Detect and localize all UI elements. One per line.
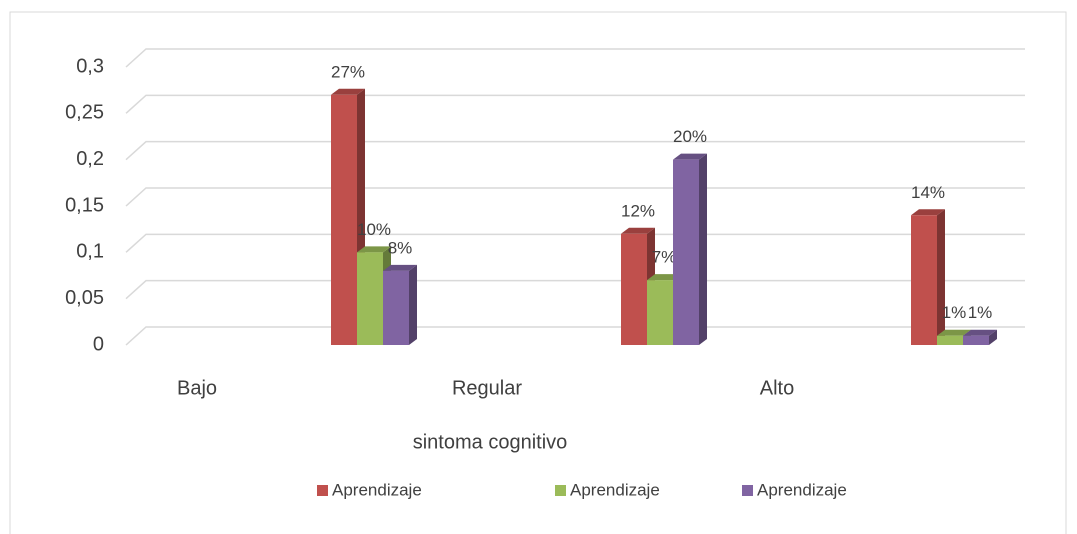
bar-side bbox=[699, 153, 707, 345]
y-tick-label: 0 bbox=[93, 333, 104, 355]
grid-line bbox=[125, 326, 1025, 346]
data-label: 7% bbox=[652, 248, 677, 267]
legend-label: Aprendizaje bbox=[570, 480, 660, 499]
y-tick-label: 0,15 bbox=[65, 194, 104, 216]
y-tick-label: 0,3 bbox=[76, 55, 104, 77]
legend-swatch bbox=[555, 485, 566, 496]
bar-top bbox=[357, 246, 391, 253]
bar bbox=[621, 233, 647, 345]
data-label: 14% bbox=[911, 183, 945, 202]
grid-line bbox=[125, 48, 1025, 68]
grid-line bbox=[125, 94, 1025, 114]
bar-top bbox=[383, 264, 417, 271]
bar bbox=[911, 215, 937, 345]
data-label: 8% bbox=[388, 238, 413, 257]
legend-label: Aprendizaje bbox=[757, 480, 847, 499]
bar bbox=[331, 94, 357, 345]
bar bbox=[673, 159, 699, 345]
y-tick-label: 0,05 bbox=[65, 287, 104, 309]
y-tick-label: 0,25 bbox=[65, 102, 104, 124]
bar-top bbox=[673, 153, 707, 160]
bar-top bbox=[911, 209, 945, 216]
bar-side bbox=[409, 264, 417, 345]
data-label: 10% bbox=[357, 220, 391, 239]
grid-line bbox=[125, 187, 1025, 207]
x-tick-label: Regular bbox=[452, 377, 522, 399]
bar bbox=[357, 252, 383, 345]
x-tick-label: Bajo bbox=[177, 377, 217, 399]
y-tick-label: 0,1 bbox=[76, 241, 104, 263]
x-axis-label: sintoma cognitivo bbox=[413, 431, 568, 453]
grid-line bbox=[125, 279, 1025, 300]
data-label: 1% bbox=[942, 303, 967, 322]
chart-border bbox=[9, 11, 1067, 534]
legend-label: Aprendizaje bbox=[332, 480, 422, 499]
bar-top bbox=[647, 274, 681, 281]
x-tick-label: Alto bbox=[760, 377, 794, 399]
grid-line bbox=[125, 140, 1025, 161]
bar-top bbox=[937, 329, 971, 336]
bar-top bbox=[331, 88, 365, 95]
legend-swatch bbox=[317, 485, 328, 496]
bar bbox=[937, 335, 963, 345]
data-label: 27% bbox=[331, 62, 365, 81]
data-label: 12% bbox=[621, 201, 655, 220]
bar bbox=[647, 280, 673, 345]
data-label: 1% bbox=[968, 303, 993, 322]
bar-top bbox=[963, 329, 997, 336]
bar bbox=[963, 335, 989, 345]
bar-top bbox=[621, 227, 655, 234]
grid-line bbox=[125, 233, 1025, 253]
data-label: 20% bbox=[673, 127, 707, 146]
y-tick-label: 0,2 bbox=[76, 148, 104, 170]
bar-side bbox=[989, 329, 997, 345]
legend-swatch bbox=[742, 485, 753, 496]
bar bbox=[383, 270, 409, 345]
bar-side bbox=[937, 209, 945, 345]
